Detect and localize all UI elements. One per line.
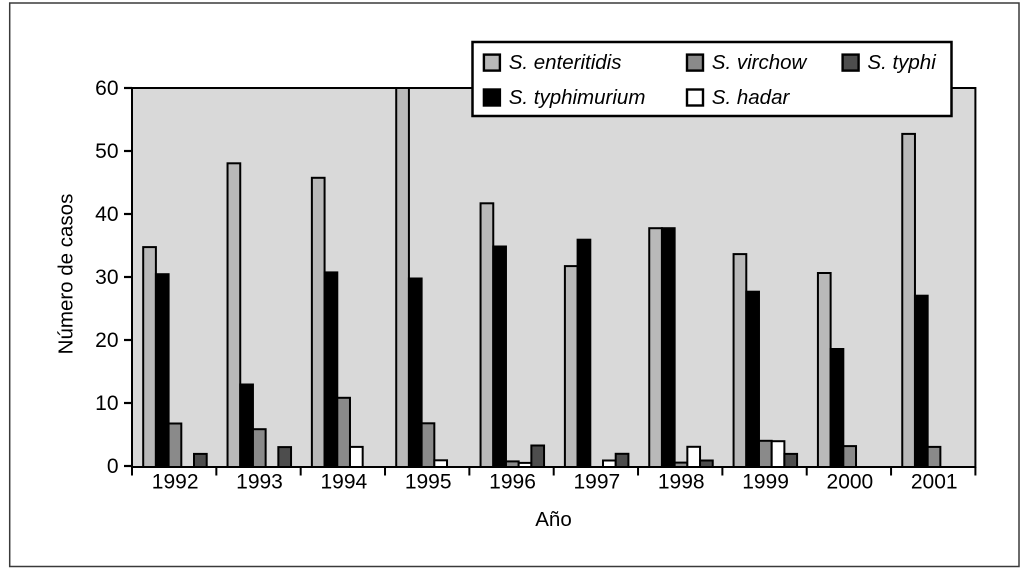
svg-text:S. typhi: S. typhi [867,51,937,74]
svg-text:Número de casos: Número de casos [54,194,77,355]
svg-text:30: 30 [95,266,118,289]
svg-text:0: 0 [107,455,119,478]
svg-text:1997: 1997 [574,471,621,494]
svg-text:S. virchow: S. virchow [712,51,808,74]
svg-text:20: 20 [95,329,118,352]
svg-text:1992: 1992 [152,471,199,494]
svg-text:40: 40 [95,203,118,226]
svg-text:Año: Año [535,508,571,531]
svg-text:1999: 1999 [742,471,789,494]
svg-text:50: 50 [95,140,118,163]
svg-text:1993: 1993 [236,471,283,494]
svg-text:1998: 1998 [658,471,705,494]
svg-text:60: 60 [95,77,118,100]
svg-text:1995: 1995 [405,471,452,494]
svg-text:2001: 2001 [911,471,958,494]
svg-text:10: 10 [95,392,118,415]
svg-text:S. typhimurium: S. typhimurium [509,86,646,109]
svg-text:2000: 2000 [827,471,874,494]
svg-text:S. enteritidis: S. enteritidis [509,51,622,74]
svg-text:1994: 1994 [320,471,367,494]
svg-text:S. hadar: S. hadar [712,86,791,109]
svg-text:1996: 1996 [489,471,536,494]
